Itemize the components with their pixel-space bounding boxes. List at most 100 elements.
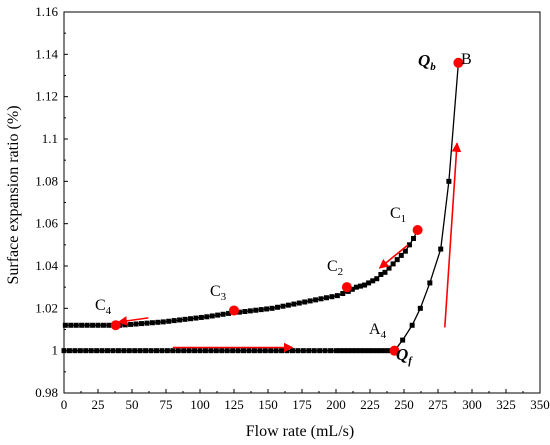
data-point (284, 348, 290, 354)
data-point (409, 322, 415, 328)
data-point (242, 309, 248, 315)
x-tick-label: 150 (258, 397, 278, 412)
data-point (378, 348, 384, 354)
data-point (66, 348, 72, 354)
data-point (186, 348, 192, 354)
x-axis-ticks: 0 25 50 75 100 125 150 175 200 225 250 275 300 325 350 (61, 389, 550, 412)
data-point (208, 348, 214, 354)
data-point (171, 318, 177, 324)
data-point (366, 280, 372, 286)
data-point (204, 314, 210, 320)
data-point (357, 348, 363, 354)
data-point (311, 348, 317, 354)
data-point (99, 348, 105, 354)
data-point (106, 322, 112, 328)
data-point (121, 348, 127, 354)
x-tick-label: 250 (394, 397, 414, 412)
data-point (417, 305, 423, 311)
x-tick-label: 325 (496, 397, 516, 412)
highlight-point-c4 (110, 320, 121, 331)
data-point (235, 348, 241, 354)
data-point (390, 261, 396, 267)
data-point (62, 322, 68, 328)
annotation-a4: A4 (369, 321, 387, 341)
data-point (328, 348, 334, 354)
y-tick-label: 1.04 (35, 258, 58, 273)
data-point (230, 348, 236, 354)
data-point (144, 320, 150, 326)
data-point (155, 319, 161, 325)
x-tick-label: 50 (126, 397, 139, 412)
data-point (258, 307, 264, 313)
data-point (224, 348, 230, 354)
data-point (329, 294, 335, 300)
data-point (247, 308, 253, 314)
data-point (353, 348, 359, 354)
direction-arrow (444, 142, 462, 328)
direction-arrows (117, 142, 462, 353)
data-point (307, 298, 313, 304)
x-tick-label: 200 (326, 397, 346, 412)
data-point (427, 280, 433, 286)
data-point (411, 235, 417, 241)
data-point (110, 348, 116, 354)
data-point (446, 178, 452, 184)
data-point (386, 348, 392, 354)
data-point (128, 321, 134, 327)
data-point (345, 348, 351, 354)
data-point (262, 348, 268, 354)
data-point (122, 322, 128, 328)
data-point (370, 348, 376, 354)
data-point (198, 314, 204, 320)
data-point (175, 348, 181, 354)
data-point (105, 348, 111, 354)
highlight-point-b (453, 57, 464, 68)
direction-arrow (117, 316, 149, 326)
x-tick-label: 100 (190, 397, 210, 412)
data-point (400, 337, 406, 343)
data-point (159, 348, 165, 354)
data-point (181, 348, 187, 354)
data-point (322, 348, 328, 354)
data-point (166, 318, 172, 324)
x-tick-label: 75 (160, 397, 173, 412)
data-point (100, 322, 106, 328)
data-point (362, 282, 368, 288)
data-point (337, 348, 343, 354)
series-markers (61, 60, 461, 354)
y-tick-label: 1 (52, 343, 59, 358)
x-tick-label: 0 (61, 397, 68, 412)
data-point (137, 348, 143, 354)
data-point (236, 309, 242, 315)
data-point (382, 269, 388, 275)
y-tick-label: 1.06 (35, 216, 58, 231)
y-tick-label: 1.02 (35, 300, 58, 315)
data-point (302, 299, 308, 305)
data-point (394, 257, 400, 263)
data-point (148, 348, 154, 354)
data-point (209, 313, 215, 319)
data-point (334, 293, 340, 299)
data-point (366, 348, 372, 354)
y-tick-label: 1.16 (35, 4, 58, 19)
data-point (153, 348, 159, 354)
data-point (90, 322, 96, 328)
data-point (289, 348, 295, 354)
data-point (197, 348, 203, 354)
data-point (94, 348, 100, 354)
data-point (318, 296, 324, 302)
data-point (341, 348, 347, 354)
data-point (285, 302, 291, 308)
data-point (300, 348, 306, 354)
data-point (160, 319, 166, 325)
x-tick-label: 225 (360, 397, 380, 412)
data-point (269, 305, 275, 311)
data-point (246, 348, 252, 354)
data-point (349, 286, 355, 292)
data-point (73, 322, 79, 328)
data-point (133, 321, 139, 327)
data-point (374, 276, 380, 282)
annotation-qb: Qb (418, 51, 436, 73)
data-point (374, 348, 380, 354)
annotation-c2: C2 (327, 258, 343, 278)
